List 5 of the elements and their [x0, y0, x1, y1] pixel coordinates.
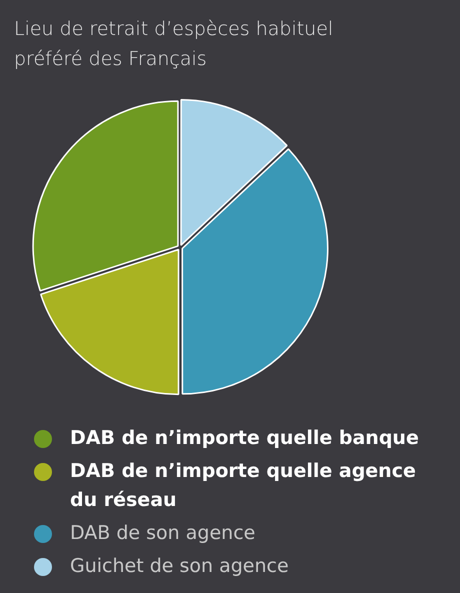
- legend-label: Guichet de son agence: [70, 554, 289, 579]
- legend-label: DAB de son agence: [70, 521, 256, 546]
- chart-title: Lieu de retrait d’espèces habituel préféré des Français: [14, 17, 334, 72]
- legend-label: DAB de n’importe quelle banque: [70, 426, 419, 451]
- legend-label: DAB de n’importe quelle agence du réseau: [70, 459, 417, 513]
